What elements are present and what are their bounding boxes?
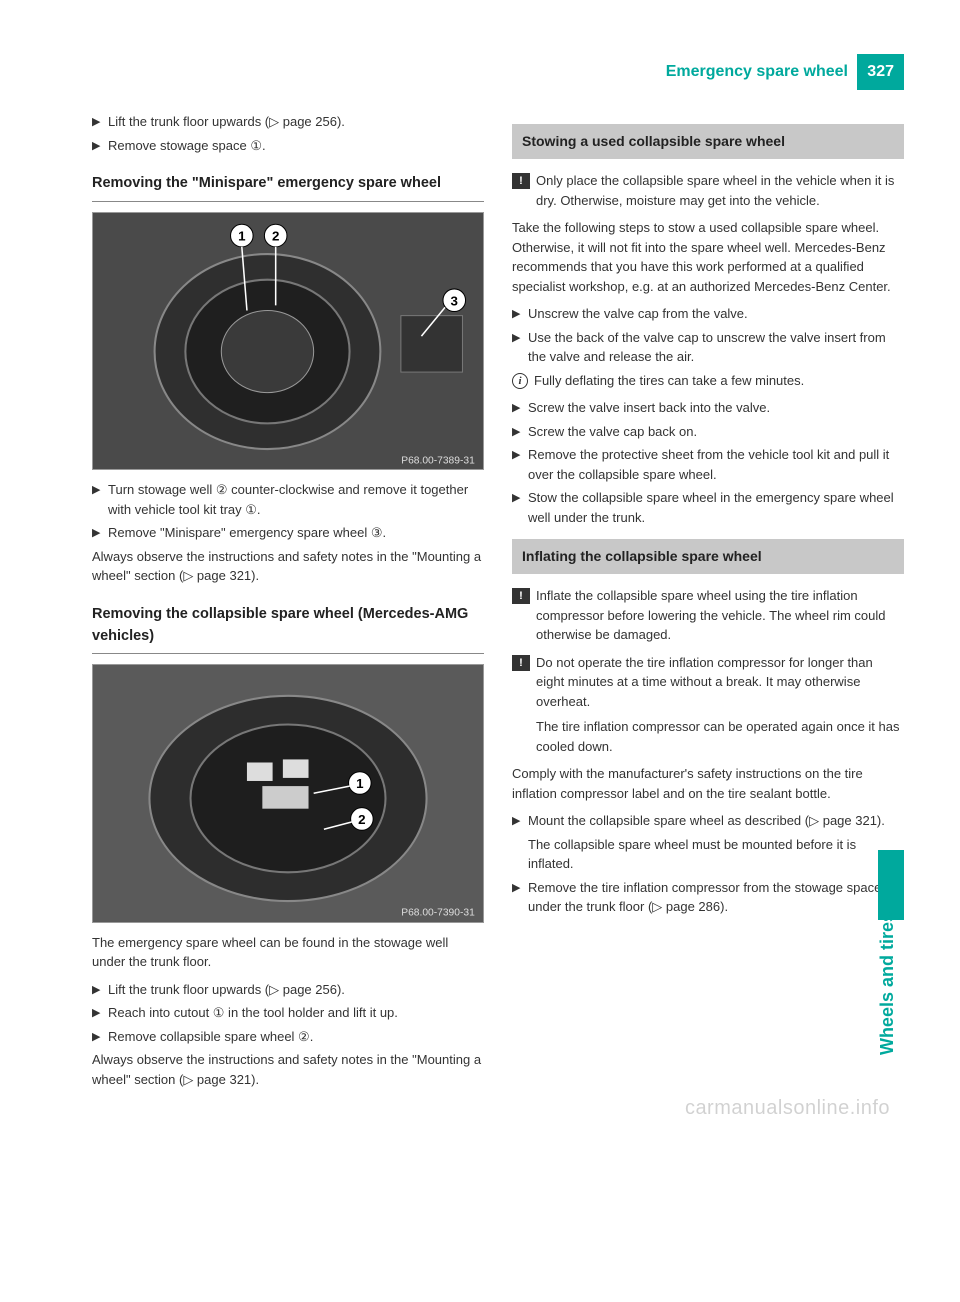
step-marker-icon: ▶ (512, 445, 528, 484)
note-text: Inflate the collapsible spare wheel usin… (536, 586, 904, 645)
step-text: Remove collapsible spare wheel ②. (108, 1027, 484, 1047)
figure-caption: P68.00-7389-31 (401, 455, 475, 466)
step-marker-icon: ▶ (512, 398, 528, 418)
note-text: Do not operate the tire inflation compre… (536, 653, 904, 757)
side-tab-label: Wheels and tires (874, 912, 901, 1055)
procedure-step: ▶ Remove stowage space ①. (92, 136, 484, 156)
right-column: Stowing a used collapsible spare wheel !… (512, 112, 904, 1097)
step-marker-icon: ▶ (92, 980, 108, 1000)
warning-icon: ! (512, 655, 530, 671)
step-text: Remove "Minispare" emergency spare wheel… (108, 523, 484, 543)
step-text: Turn stowage well ② counter-clockwise an… (108, 480, 484, 519)
step-text: Screw the valve cap back on. (528, 422, 904, 442)
figure-caption: P68.00-7390-31 (401, 908, 475, 919)
grey-section-heading: Inflating the collapsible spare wheel (512, 539, 904, 574)
step-marker-icon: ▶ (92, 480, 108, 519)
svg-text:3: 3 (451, 293, 458, 308)
step-marker-icon: ▶ (92, 523, 108, 543)
step-marker-icon: ▶ (512, 422, 528, 442)
procedure-step: ▶ Remove collapsible spare wheel ②. (92, 1027, 484, 1047)
safety-note: Always observe the instructions and safe… (92, 1050, 484, 1089)
step-text: Use the back of the valve cap to unscrew… (528, 328, 904, 367)
step-sub-text: The collapsible spare wheel must be moun… (528, 835, 904, 874)
step-text: Remove stowage space ①. (108, 136, 484, 156)
procedure-step: ▶ Unscrew the valve cap from the valve. (512, 304, 904, 324)
left-column: ▶ Lift the trunk floor upwards (▷ page 2… (92, 112, 484, 1097)
info-icon: i (512, 373, 528, 389)
step-text: Lift the trunk floor upwards (▷ page 256… (108, 112, 484, 132)
info-note: i Fully deflating the tires can take a f… (512, 371, 904, 391)
section-rule (92, 201, 484, 202)
step-text: Mount the collapsible spare wheel as des… (528, 811, 904, 874)
procedure-step: ▶ Remove "Minispare" emergency spare whe… (92, 523, 484, 543)
step-marker-icon: ▶ (512, 878, 528, 917)
step-text: Stow the collapsible spare wheel in the … (528, 488, 904, 527)
section-title: Removing the "Minispare" emergency spare… (92, 173, 484, 195)
step-marker-icon: ▶ (512, 811, 528, 874)
step-marker-icon: ▶ (92, 136, 108, 156)
section-rule (92, 653, 484, 654)
page-number: 327 (857, 54, 904, 90)
step-marker-icon: ▶ (512, 304, 528, 324)
procedure-step: ▶ Remove the tire inflation compressor f… (512, 878, 904, 917)
safety-note: Always observe the instructions and safe… (92, 547, 484, 586)
procedure-step: ▶ Turn stowage well ② counter-clockwise … (92, 480, 484, 519)
step-text: Remove the tire inflation compressor fro… (528, 878, 904, 917)
svg-text:2: 2 (272, 228, 279, 243)
warning-note: ! Only place the collapsible spare wheel… (512, 171, 904, 210)
step-marker-icon: ▶ (512, 488, 528, 527)
svg-text:1: 1 (238, 228, 246, 243)
warning-note: ! Inflate the collapsible spare wheel us… (512, 586, 904, 645)
note-text: Fully deflating the tires can take a few… (534, 371, 904, 391)
procedure-step: ▶ Screw the valve insert back into the v… (512, 398, 904, 418)
step-marker-icon: ▶ (512, 328, 528, 367)
step-marker-icon: ▶ (92, 1027, 108, 1047)
procedure-step: ▶ Use the back of the valve cap to unscr… (512, 328, 904, 367)
intro-text: The emergency spare wheel can be found i… (92, 933, 484, 972)
header-section-title: Emergency spare wheel (666, 60, 848, 84)
procedure-step: ▶ Lift the trunk floor upwards (▷ page 2… (92, 980, 484, 1000)
step-text: Remove the protective sheet from the veh… (528, 445, 904, 484)
figure-collapsible: 1 2 P68.00-7390-31 (92, 664, 484, 923)
warning-icon: ! (512, 588, 530, 604)
page-header: Emergency spare wheel 327 (92, 60, 904, 90)
note-text: Only place the collapsible spare wheel i… (536, 171, 904, 210)
warning-note: ! Do not operate the tire inflation comp… (512, 653, 904, 757)
intro-text: Take the following steps to stow a used … (512, 218, 904, 296)
watermark: carmanualsonline.info (685, 1093, 890, 1123)
step-marker-icon: ▶ (92, 112, 108, 132)
svg-text:2: 2 (358, 812, 365, 827)
note-sub-text: The tire inflation compressor can be ope… (536, 717, 904, 756)
step-text: Screw the valve insert back into the val… (528, 398, 904, 418)
procedure-step: ▶ Remove the protective sheet from the v… (512, 445, 904, 484)
procedure-step: ▶ Stow the collapsible spare wheel in th… (512, 488, 904, 527)
step-text: Unscrew the valve cap from the valve. (528, 304, 904, 324)
procedure-step: ▶ Lift the trunk floor upwards (▷ page 2… (92, 112, 484, 132)
warning-icon: ! (512, 173, 530, 189)
procedure-step: ▶ Screw the valve cap back on. (512, 422, 904, 442)
side-tab: Wheels and tires (878, 640, 904, 920)
step-text: Lift the trunk floor upwards (▷ page 256… (108, 980, 484, 1000)
grey-section-heading: Stowing a used collapsible spare wheel (512, 124, 904, 159)
figure-minispare: 1 2 3 P68.00-7389-31 (92, 212, 484, 471)
procedure-step: ▶ Mount the collapsible spare wheel as d… (512, 811, 904, 874)
procedure-step: ▶ Reach into cutout ① in the tool holder… (92, 1003, 484, 1023)
step-text: Reach into cutout ① in the tool holder a… (108, 1003, 484, 1023)
svg-text:1: 1 (356, 776, 364, 791)
section-title: Removing the collapsible spare wheel (Me… (92, 604, 484, 648)
intro-text: Comply with the manufacturer's safety in… (512, 764, 904, 803)
step-marker-icon: ▶ (92, 1003, 108, 1023)
